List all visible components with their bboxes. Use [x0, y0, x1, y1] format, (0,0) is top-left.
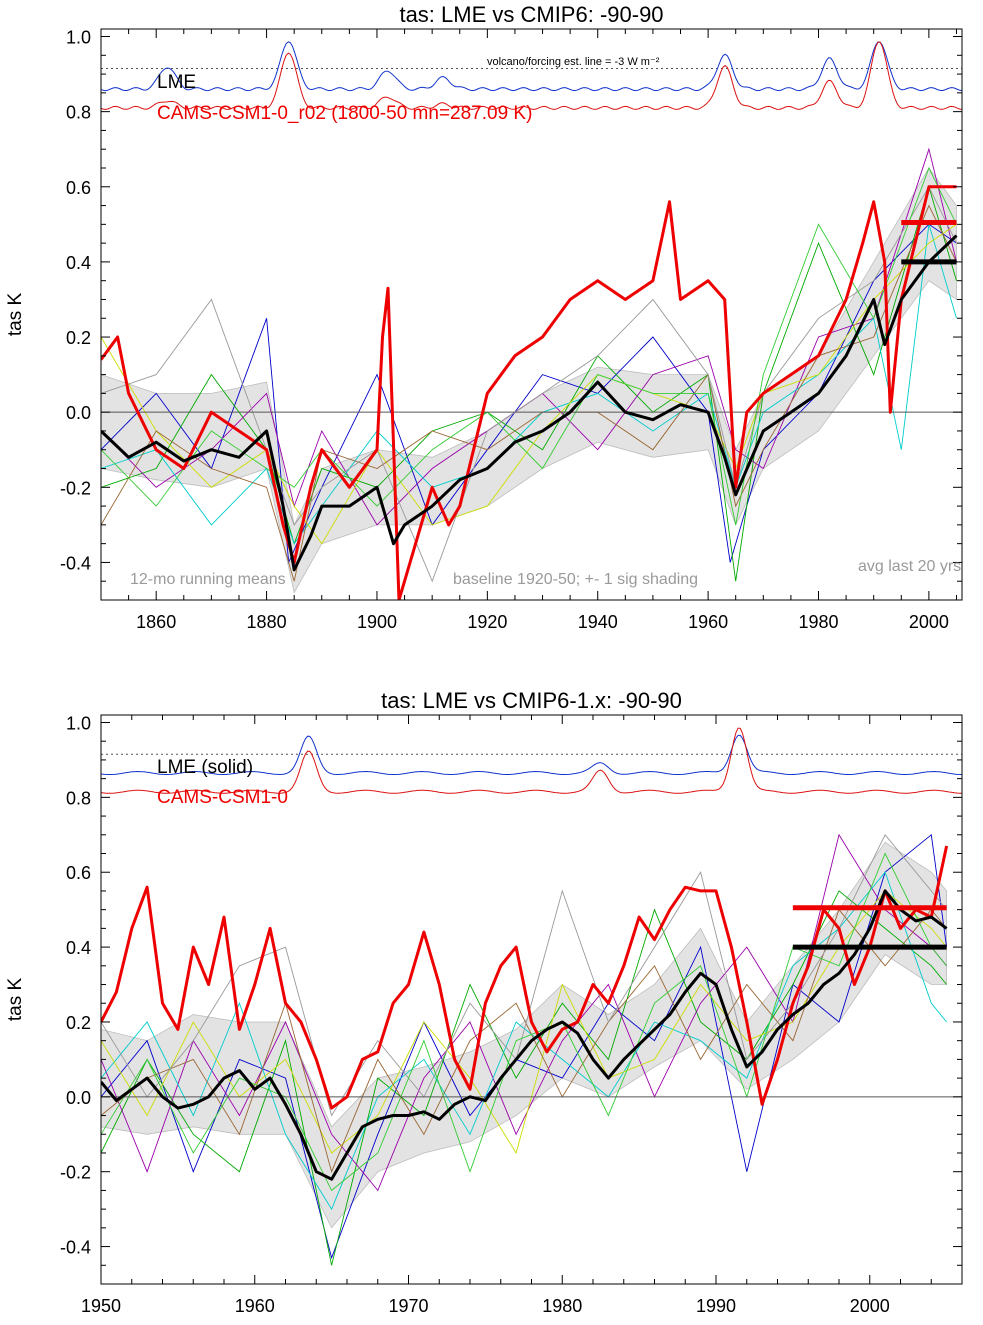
y-tick-label: 0.6	[66, 863, 91, 883]
forcing-note: volcano/forcing est. line = -3 W m⁻²	[487, 56, 660, 68]
avg-note: avg last 20 yrs	[858, 558, 961, 575]
x-tick-label: 2000	[909, 612, 949, 632]
y-tick-label: 1.0	[66, 28, 91, 48]
legend-entry-1: LME (solid)	[157, 757, 253, 778]
ensemble-member-line-5	[101, 890, 947, 1155]
x-tick-label: 1940	[578, 612, 618, 632]
y-tick-label: 0.8	[66, 788, 91, 808]
running-mean-note: 12-mo running means	[130, 571, 286, 588]
x-tick-label: 1990	[696, 1296, 736, 1316]
baseline-note: baseline 1920-50; +- 1 sig shading	[453, 571, 698, 588]
forcing-model-line	[101, 727, 962, 794]
y-tick-label: -0.4	[60, 553, 91, 573]
ensemble-member-line-3	[101, 833, 947, 1192]
y-tick-label: 0.4	[66, 253, 91, 273]
y-tick-label: 0.2	[66, 1013, 91, 1033]
y-tick-label: 0.6	[66, 178, 91, 198]
x-tick-label: 1900	[357, 612, 397, 632]
y-tick-label: 0.8	[66, 103, 91, 123]
panel-1: 1860 1880 1900 1920 1940 1960 1980 2000 -0.4 -0.2…	[5, 2, 963, 632]
model-series-line	[101, 845, 949, 1110]
chart-title: tas: LME vs CMIP6-1.x: -90-90	[381, 688, 682, 713]
x-tick-label: 1960	[688, 612, 728, 632]
y-axis-label: tas K	[5, 978, 26, 1022]
x-tick-label: 1860	[136, 612, 176, 632]
plot-area	[101, 41, 962, 600]
legend-entry-2: CAMS-CSM1-0	[157, 787, 288, 808]
y-tick-label: 0.4	[66, 938, 91, 958]
y-tick-label: 0.2	[66, 328, 91, 348]
y-tick-label: 0.0	[66, 403, 91, 423]
ensemble-member-line-8	[101, 166, 957, 525]
x-tick-label: 1920	[467, 612, 507, 632]
legend-entry-2: CAMS-CSM1-0_r02 (1800-50 mn=287.09 K)	[157, 103, 532, 124]
ensemble-member-line-7	[101, 833, 947, 1117]
x-tick-label: 1960	[235, 1296, 275, 1316]
x-tick-label: 1970	[388, 1296, 428, 1316]
panel-2: 1950 1960 1970 1980 1990 2000 -0.4 -0.2 0.0 0.2 0.…	[5, 688, 963, 1316]
lme-mean-line	[101, 234, 958, 572]
y-tick-label: 0.0	[66, 1088, 91, 1108]
x-tick-label: 1980	[798, 612, 838, 632]
lme-mean-line	[101, 889, 948, 1181]
y-tick-label: 1.0	[66, 713, 91, 733]
spread-band	[101, 841, 947, 1229]
x-tick-label: 1980	[542, 1296, 582, 1316]
forcing-model-line	[101, 41, 962, 110]
forcing-lme-line	[101, 734, 962, 776]
y-axis-label: tas K	[5, 293, 26, 337]
x-tick-label: 2000	[850, 1296, 890, 1316]
forcing-lme-line	[101, 41, 962, 92]
y-tick-label: -0.2	[60, 478, 91, 498]
legend-entry-1: LME	[157, 72, 196, 93]
plot-area	[101, 727, 962, 1266]
chart-title: tas: LME vs CMIP6: -90-90	[399, 2, 663, 27]
ensemble-member-line-6	[101, 908, 947, 1174]
y-tick-label: -0.2	[60, 1163, 91, 1183]
x-tick-label: 1950	[81, 1296, 121, 1316]
y-tick-label: -0.4	[60, 1238, 91, 1258]
model-series-line	[101, 185, 957, 600]
ensemble-member-line-4	[101, 871, 947, 1211]
plot-frame	[100, 28, 963, 601]
x-tick-label: 1880	[247, 612, 287, 632]
